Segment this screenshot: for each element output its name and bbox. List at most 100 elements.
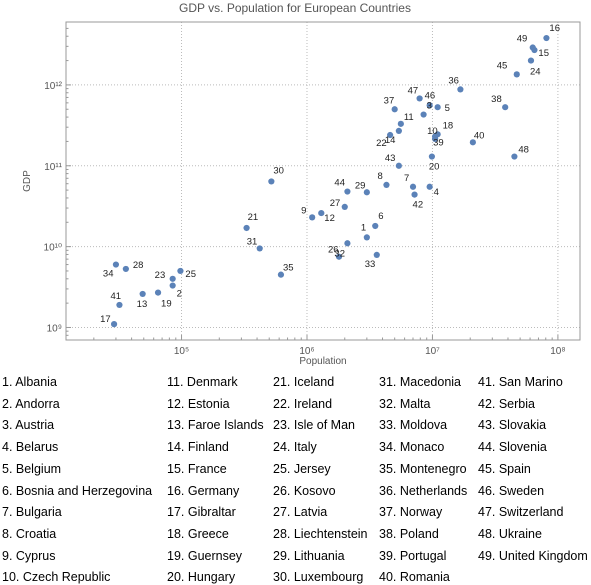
data-point: [112, 261, 120, 268]
point-label: 26: [328, 245, 339, 256]
point-label: 47: [408, 85, 419, 96]
data-point: [341, 203, 348, 210]
data-point: [527, 57, 535, 64]
data-point: [426, 183, 433, 190]
point-label: 35: [283, 263, 294, 274]
data-point: [426, 102, 433, 109]
plot-frame: [65, 21, 581, 341]
legend-item: 44. Slovenia: [478, 440, 547, 455]
point-label: 14: [385, 135, 396, 146]
point-label: 3: [427, 101, 432, 112]
point-label: 9: [301, 205, 306, 216]
legend-item: 8. Croatia: [2, 526, 57, 541]
data-point: [469, 139, 476, 146]
legend-item: 34. Monaco: [379, 440, 445, 455]
legend-item: 26. Kosovo: [273, 483, 336, 498]
point-label: 27: [330, 198, 341, 209]
legend-item: 6. Bosnia and Herzegovina: [2, 483, 153, 498]
point-label: 25: [185, 269, 196, 280]
legend-item: 35. Montenegro: [379, 461, 467, 476]
legend-item: 29. Lithuania: [273, 548, 345, 563]
legend-item: 10. Czech Republic: [2, 570, 111, 585]
data-point: [511, 153, 518, 160]
legend-item: 1. Albania: [2, 375, 57, 389]
data-point: [395, 162, 402, 169]
legend-item: 30. Luxembourg: [273, 570, 364, 585]
point-label: 11: [404, 112, 414, 123]
point-label: 32: [334, 248, 345, 259]
point-label: 40: [474, 130, 485, 141]
legend-item: 31. Macedonia: [379, 375, 462, 389]
data-point: [318, 209, 325, 217]
point-label: 23: [155, 270, 166, 281]
data-point: [529, 44, 536, 51]
legend-item: 24. Italy: [273, 440, 317, 455]
point-label: 8: [377, 171, 382, 182]
data-point: [154, 289, 162, 296]
legend-item: 21. Iceland: [273, 375, 335, 389]
legend-item: 19. Guernsey: [167, 548, 243, 563]
data-point: [116, 301, 123, 309]
point-label: 20: [429, 162, 440, 173]
data-point: [309, 214, 316, 221]
data-point: [416, 95, 423, 102]
legend-item: 13. Faroe Islands: [167, 418, 264, 433]
data-points: [110, 34, 550, 328]
legend-item: 3. Austria: [2, 418, 55, 433]
point-label: 28: [133, 260, 144, 271]
legend-item: 23. Isle of Man: [273, 418, 355, 433]
point-label: 21: [248, 212, 259, 223]
legend-item: 33. Moldova: [379, 418, 448, 433]
point-label: 37: [384, 95, 395, 106]
data-point: [169, 275, 176, 282]
point-label: 46: [425, 90, 436, 101]
point-label: 10: [427, 126, 438, 137]
data-point: [344, 240, 351, 247]
point-label: 4: [434, 187, 439, 198]
data-point: [243, 224, 250, 232]
legend-item: 11. Denmark: [167, 375, 238, 389]
legend-item: 47. Switzerland: [478, 505, 564, 520]
legend-item: 4. Belarus: [2, 440, 59, 455]
point-label: 12: [324, 213, 335, 224]
data-point: [169, 282, 176, 289]
data-point: [502, 104, 509, 111]
data-point: [513, 71, 520, 78]
y-tick-label: 10¹¹: [44, 162, 62, 173]
scatter-chart: GDP vs. Population for European Countrie…: [22, 1, 581, 367]
point-label: 22: [376, 138, 387, 149]
legend-item: 9. Cyprus: [2, 548, 56, 563]
point-label: 42: [413, 200, 424, 211]
point-label: 6: [378, 211, 383, 222]
legend-item: 28. Liechtenstein: [273, 526, 368, 541]
legend-item: 49. United Kingdom: [478, 548, 588, 563]
x-axis-label: Population: [299, 356, 346, 367]
point-label: 34: [103, 269, 114, 280]
point-labels: 1234567891011121314151617181920212223242…: [100, 23, 560, 325]
point-label: 19: [161, 299, 172, 310]
legend-item: 22. Ireland: [273, 396, 333, 411]
legend-item: 43. Slovakia: [478, 418, 547, 433]
point-label: 16: [549, 23, 560, 34]
legend-item: 7. Bulgaria: [2, 505, 62, 520]
legend-item: 36. Netherlands: [379, 483, 468, 498]
data-point: [256, 245, 263, 252]
data-point: [363, 189, 370, 196]
x-tick-label: 10⁸: [550, 346, 565, 357]
data-point: [268, 178, 275, 185]
country-legend: 1. Albania 2. Andorra 3. Austria 4. Belarus…: [0, 370, 591, 584]
grid-lines: [66, 22, 580, 340]
legend-item: 5. Belgium: [2, 461, 62, 476]
x-tick-label: 10⁶: [299, 346, 314, 357]
data-point: [363, 234, 370, 241]
legend-item: 46. Sweden: [478, 483, 545, 498]
data-point: [122, 265, 129, 273]
data-point: [139, 290, 146, 298]
point-label: 49: [517, 34, 528, 45]
data-point: [277, 271, 285, 278]
data-point: [420, 111, 427, 118]
data-point: [110, 321, 118, 328]
data-point: [411, 191, 418, 198]
legend-item: 45. Spain: [478, 461, 531, 476]
point-label: 48: [518, 145, 529, 156]
